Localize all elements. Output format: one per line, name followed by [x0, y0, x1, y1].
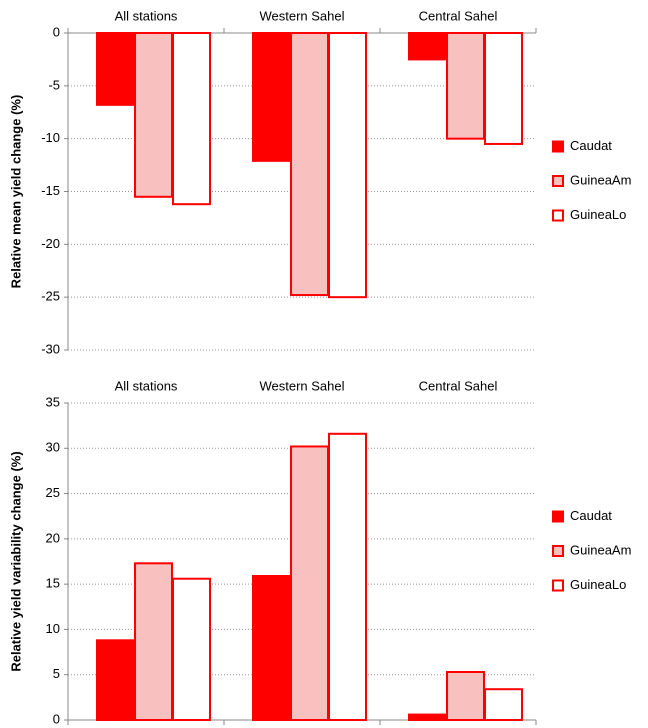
- category-label: All stations: [115, 8, 178, 23]
- y-tick-label: 15: [46, 576, 60, 591]
- legend-swatch: [552, 209, 564, 222]
- y-tick-label: -20: [41, 236, 60, 251]
- legend-label: Caudat: [570, 138, 612, 153]
- legend-label: Caudat: [570, 508, 612, 523]
- category-label: All stations: [115, 378, 178, 393]
- legend-label: GuineaAm: [570, 172, 631, 187]
- bar: [290, 32, 329, 297]
- bar: [252, 574, 291, 722]
- bar: [172, 577, 211, 721]
- y-tick-label: 25: [46, 485, 60, 500]
- category-label: Western Sahel: [259, 378, 344, 393]
- y-tick-label: 20: [46, 530, 60, 545]
- y-tick-label: -30: [41, 341, 60, 356]
- legend-swatch: [552, 175, 564, 187]
- bar: [446, 32, 485, 140]
- legend-label: GuineaAm: [570, 542, 631, 557]
- bar: [172, 32, 211, 206]
- y-tick-label: -5: [48, 77, 60, 92]
- y-tick-label: 0: [53, 711, 60, 726]
- legend-label: GuineaLo: [570, 207, 626, 222]
- y-tick-label: 0: [53, 24, 60, 39]
- y-axis-title: Relative mean yield change (%): [8, 95, 23, 289]
- y-tick-label: -10: [41, 130, 60, 145]
- legend-swatch: [552, 140, 564, 153]
- legend-swatch: [552, 545, 564, 557]
- y-tick-label: 5: [53, 666, 60, 681]
- y-tick-label: -15: [41, 183, 60, 198]
- bar: [96, 639, 135, 721]
- legend-swatch: [552, 579, 564, 592]
- bar: [328, 32, 367, 299]
- bar: [252, 32, 291, 162]
- y-tick-label: 30: [46, 440, 60, 455]
- bar: [134, 32, 173, 198]
- bar: [96, 32, 135, 106]
- category-label: Central Sahel: [419, 378, 498, 393]
- bar: [484, 32, 523, 145]
- y-axis-title: Relative yield variability change (%): [8, 451, 23, 671]
- category-label: Central Sahel: [419, 8, 498, 23]
- y-tick-label: 10: [46, 621, 60, 636]
- bar: [446, 670, 485, 721]
- y-tick-label: 35: [46, 394, 60, 409]
- bar: [328, 432, 367, 721]
- bar: [484, 688, 523, 721]
- bar: [408, 32, 447, 61]
- bar: [408, 713, 447, 722]
- bar: [290, 445, 329, 721]
- legend-swatch: [552, 510, 564, 523]
- legend-label: GuineaLo: [570, 577, 626, 592]
- y-tick-label: -25: [41, 289, 60, 304]
- bar: [134, 562, 173, 721]
- category-label: Western Sahel: [259, 8, 344, 23]
